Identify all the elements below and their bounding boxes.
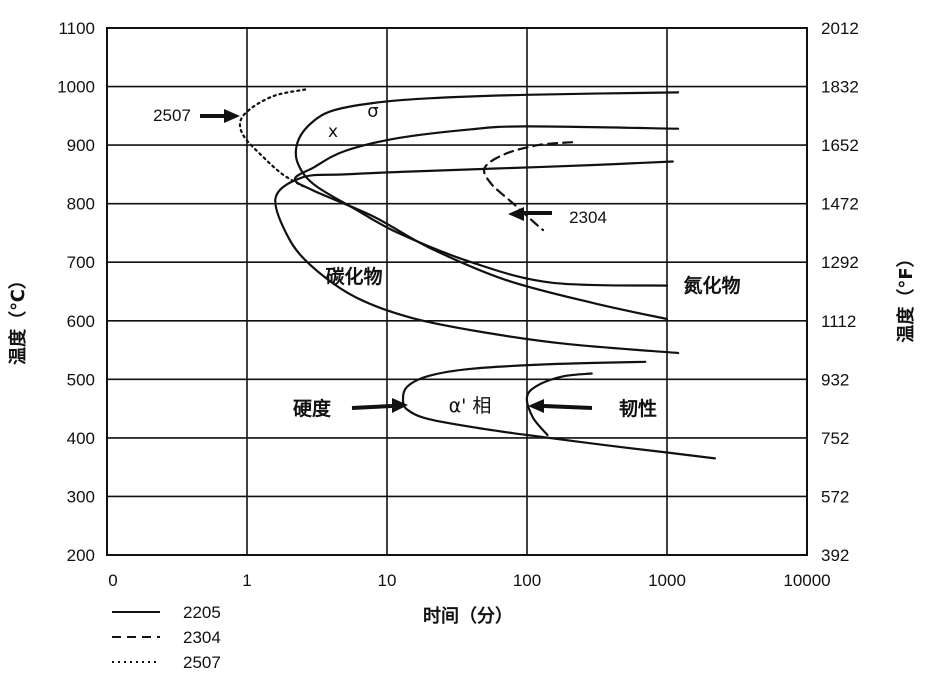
x-tick-label: 0 <box>108 571 117 590</box>
y-tick-label-left: 500 <box>67 370 95 389</box>
x-tick-label: 10000 <box>783 571 830 590</box>
legend: 2205 2304 2507 <box>112 603 221 672</box>
y-tick-label-right: 1292 <box>821 253 859 272</box>
annotation-2507: 2507 <box>153 106 191 125</box>
y-ticks-right: 392 572 752 932 1112 1292 1472 1652 1832 2012 <box>821 19 859 565</box>
annotation-x-mark: x <box>328 122 338 142</box>
y-tick-label-right: 1832 <box>821 78 859 97</box>
curve-2205-4 <box>401 360 716 460</box>
curve-2205-1 <box>294 91 680 287</box>
y-tick-label-left: 1100 <box>58 19 95 38</box>
y-ticks-left: 200 300 400 500 600 700 800 900 1000 1100 <box>57 19 95 565</box>
annotation-toughness: 韧性 <box>619 397 657 420</box>
annotation-nitride: 氮化物 <box>683 274 740 297</box>
y-tick-label-right: 932 <box>821 370 849 389</box>
x-tick-label: 1000 <box>648 571 686 590</box>
arrow-toughness <box>528 399 593 413</box>
plot-border <box>106 27 808 556</box>
annotation-sigma: σ <box>367 101 378 122</box>
legend-label-2304: 2304 <box>183 628 221 647</box>
annotations: σ x 碳化物 氮化物 α' 相 硬度 韧性 2304 2507 <box>153 101 740 420</box>
annotation-2304: 2304 <box>569 208 607 227</box>
arrow-2304 <box>508 207 552 221</box>
x-ticks: 0 1 10 100 1000 10000 <box>108 571 830 590</box>
annotation-alpha-prime: α' 相 <box>449 395 492 417</box>
y-tick-label-left: 900 <box>67 136 95 155</box>
y-axis-label-right: 温度（°F） <box>895 249 917 342</box>
curve-2507-1 <box>238 88 307 188</box>
y-tick-label-right: 1112 <box>821 312 856 331</box>
y-tick-label-right: 752 <box>821 429 849 448</box>
y-tick-label-left: 300 <box>67 487 95 506</box>
arrow-hardness <box>351 398 408 413</box>
curve-2205-3 <box>274 160 680 355</box>
x-tick-label: 10 <box>378 571 397 590</box>
y-tick-label-left: 200 <box>67 546 95 565</box>
legend-label-2507: 2507 <box>183 653 221 672</box>
y-tick-label-left: 600 <box>67 312 95 331</box>
y-axis-label-left: 温度（℃） <box>7 271 29 365</box>
curve-2205-5 <box>525 372 593 437</box>
curve-2304-1 <box>482 141 574 232</box>
y-tick-label-right: 392 <box>821 546 849 565</box>
x-tick-label: 100 <box>513 571 541 590</box>
y-tick-label-right: 572 <box>821 487 849 506</box>
annotation-hardness: 硬度 <box>293 397 332 420</box>
grid <box>107 28 807 555</box>
curves <box>238 88 716 460</box>
arrow-2507 <box>200 109 240 123</box>
x-tick-label: 1 <box>242 571 251 590</box>
y-tick-label-right: 1652 <box>821 136 859 155</box>
y-tick-label-left: 700 <box>67 253 95 272</box>
annotation-carbide: 碳化物 <box>325 265 382 288</box>
legend-label-2205: 2205 <box>183 603 221 622</box>
y-tick-label-left: 400 <box>67 429 95 448</box>
x-axis-label: 时间（分） <box>423 606 513 627</box>
y-tick-label-right: 2012 <box>821 19 859 38</box>
curve-2205-2 <box>293 125 680 321</box>
y-tick-label-left: 800 <box>67 195 95 214</box>
y-tick-label-right: 1472 <box>821 195 859 214</box>
y-tick-label-left: 1000 <box>57 78 95 97</box>
